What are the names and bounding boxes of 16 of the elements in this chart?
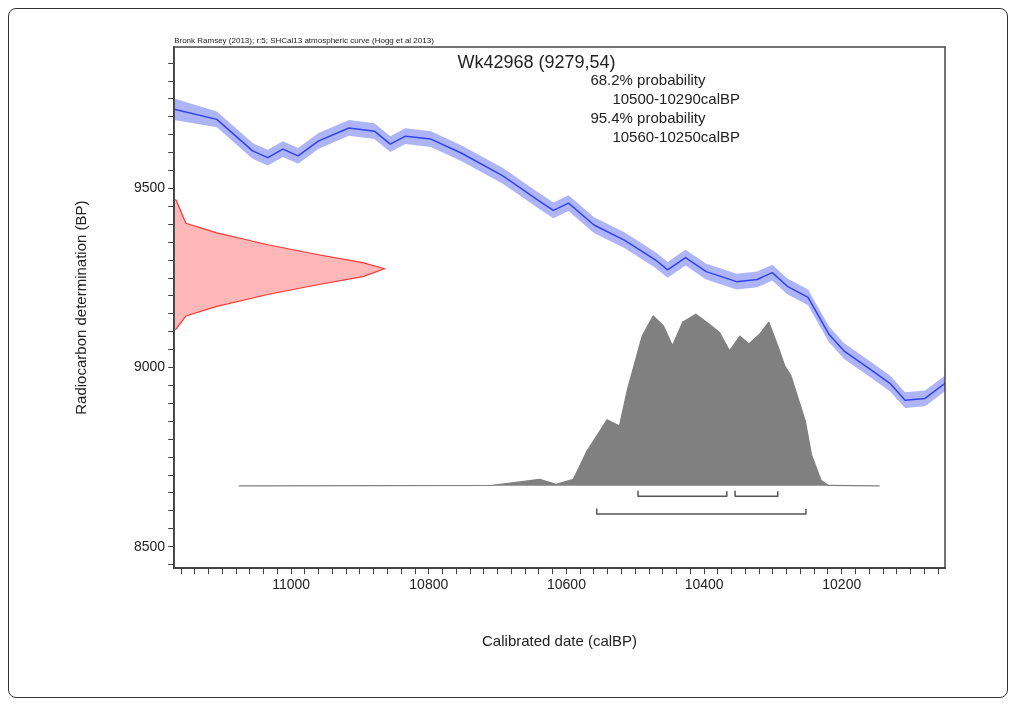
x-tick-label: 10800 [409, 576, 449, 593]
y-tick-label: 9500 [133, 179, 166, 196]
chart-title: Wk42968 (9279,54) [457, 52, 616, 72]
annotation: 10560-10250calBP [612, 128, 741, 145]
y-axis-title: Radiocarbon determination (BP) [72, 200, 90, 415]
y-tick-label: 8500 [133, 537, 166, 554]
x-tick-label: 11000 [272, 576, 311, 593]
text: Bronk Ramsey (2013); r:5; SHCal13 atmospheric curve (Hogg et al 2013) [174, 36, 435, 45]
annotation: 10500-10290calBP [612, 90, 741, 107]
annotation: 95.4% probability [590, 109, 706, 126]
x-tick-label: 10400 [684, 576, 724, 593]
x-tick-label: 10200 [822, 576, 862, 593]
y-tick-label: 9000 [133, 358, 166, 375]
x-tick-label: 10600 [546, 576, 587, 593]
x-axis-title: Calibrated date (calBP) [482, 632, 638, 650]
annotation: 68.2% probability [590, 71, 706, 88]
